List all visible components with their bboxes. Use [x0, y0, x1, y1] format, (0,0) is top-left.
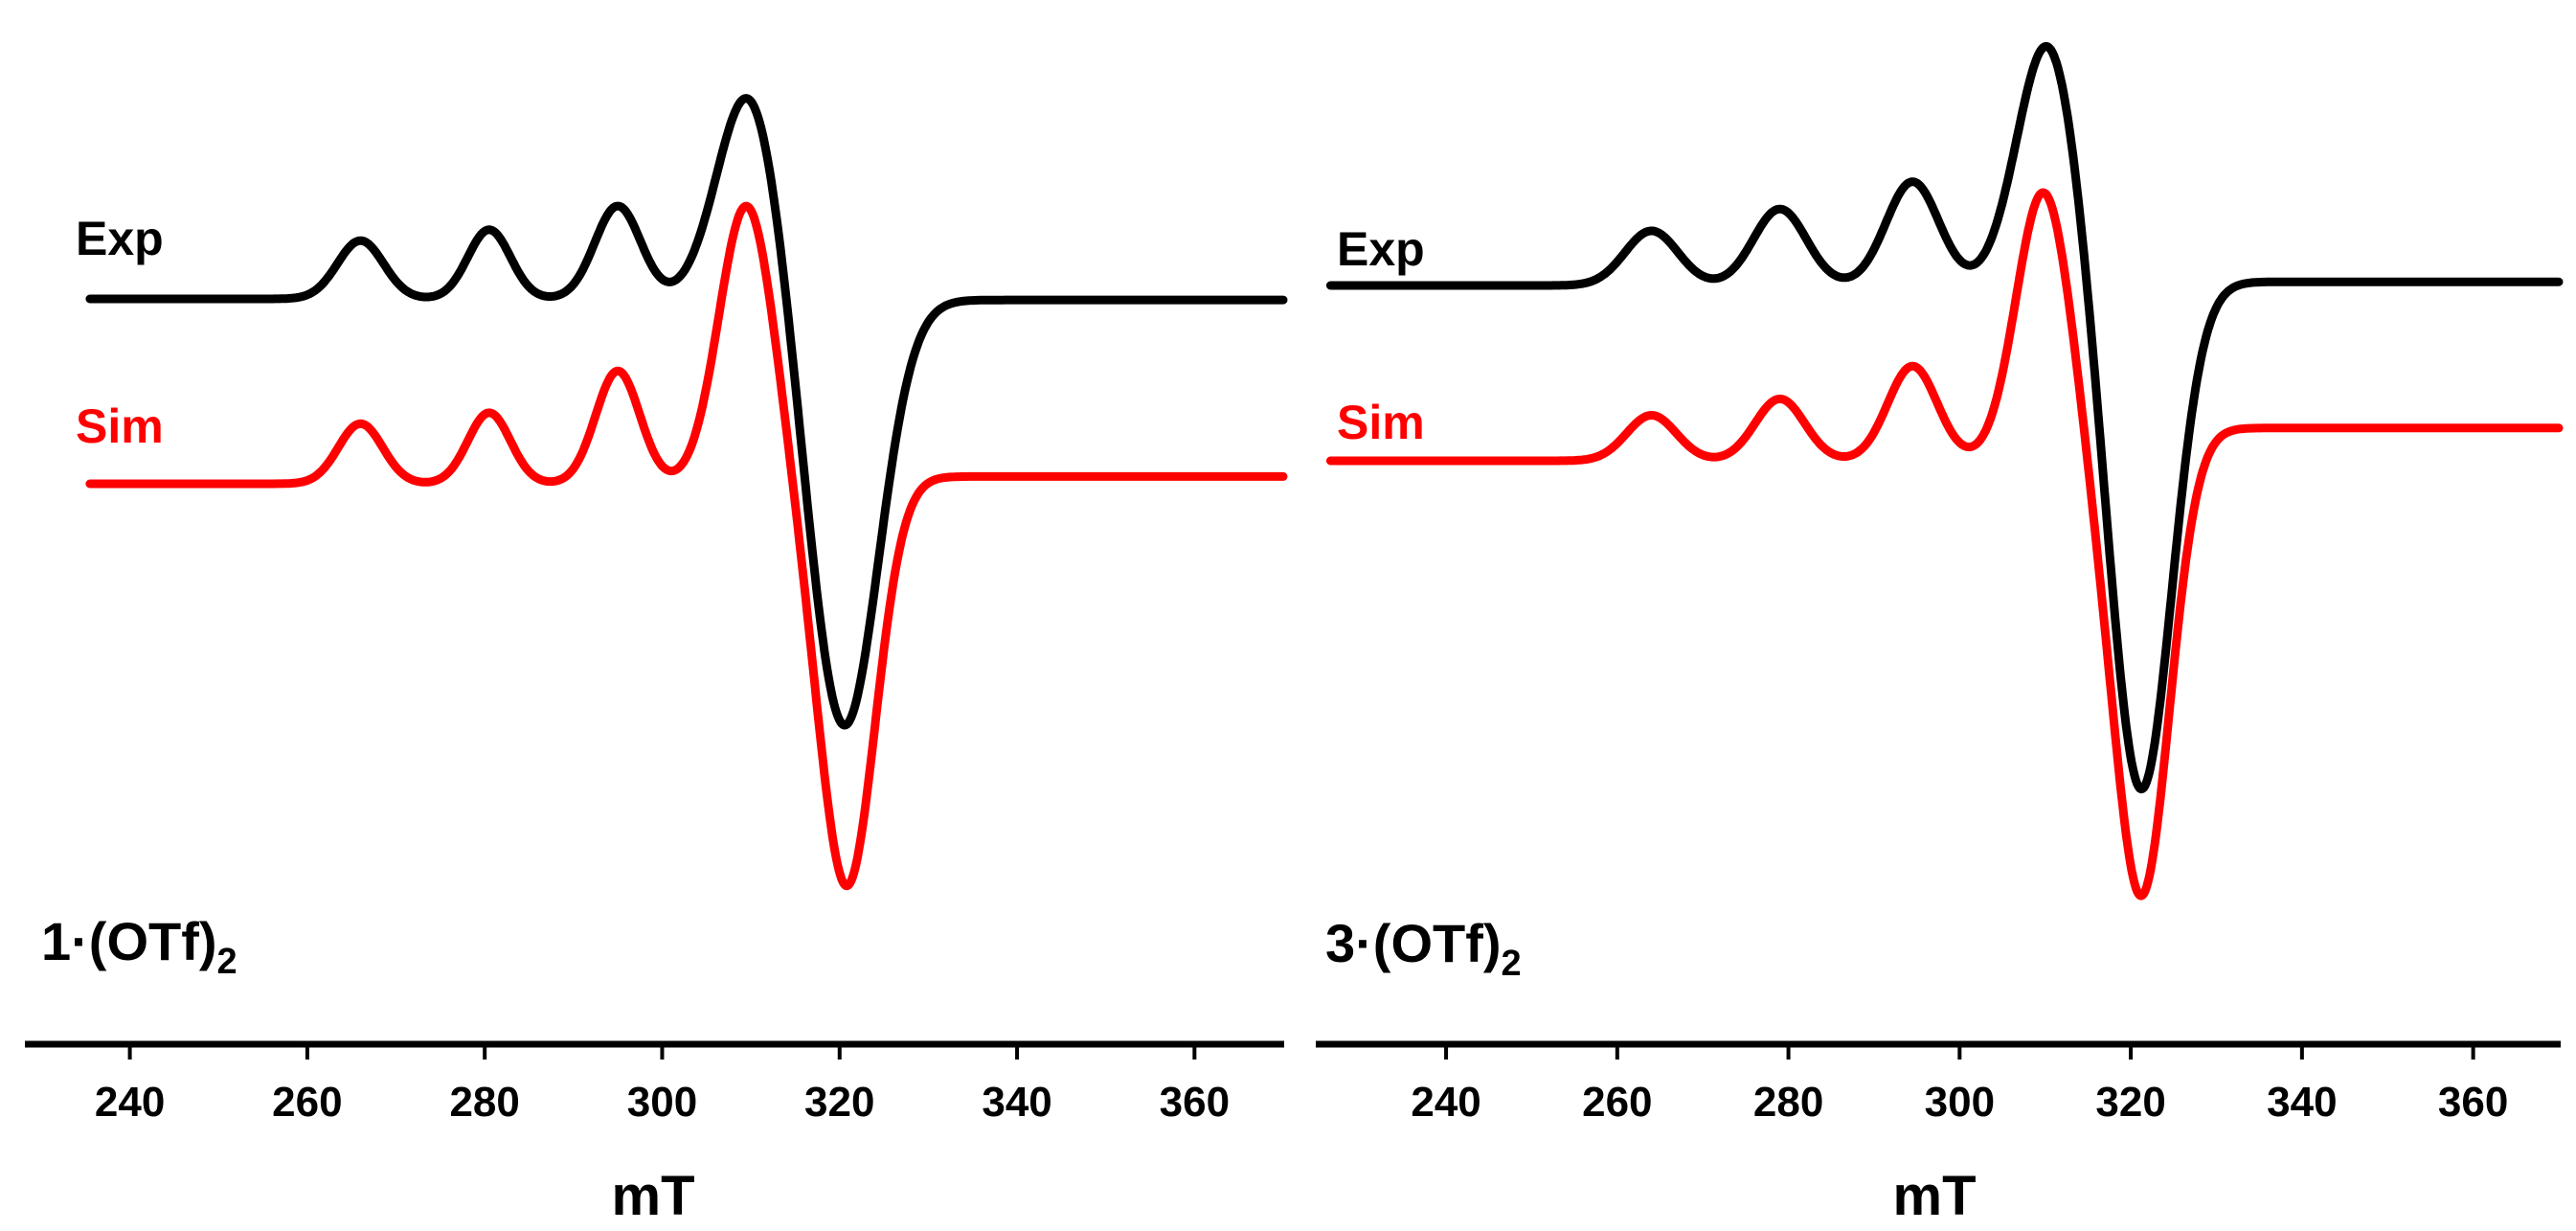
- x-tick-label: 240: [95, 1079, 165, 1126]
- left-panel: 240 260 280 300 320 340 360 mT Exp Sim 1·(OTf)…: [25, 94, 1288, 1227]
- left-traces: [85, 94, 1288, 891]
- right-x-axis-title: mT: [1893, 1165, 1977, 1227]
- x-tick-label: 340: [2267, 1079, 2337, 1126]
- right-panel: 240 260 280 300 320 340 360 mT Exp Sim 3·(OTf)…: [1316, 41, 2564, 1227]
- x-tick-label: 240: [1411, 1079, 1480, 1126]
- x-tick-label: 360: [2438, 1079, 2508, 1126]
- x-tick-label: 280: [449, 1079, 519, 1126]
- x-tick-label: 320: [2095, 1079, 2165, 1126]
- left-x-axis-title: mT: [612, 1165, 695, 1227]
- simulated-trace: [85, 201, 1288, 891]
- x-tick-label: 320: [804, 1079, 874, 1126]
- right-exp-label: Exp: [1337, 222, 1425, 276]
- x-tick-label: 260: [1582, 1079, 1652, 1126]
- x-tick-label: 300: [627, 1079, 697, 1126]
- x-tick-label: 360: [1160, 1079, 1230, 1126]
- x-tick-label: 280: [1753, 1079, 1823, 1126]
- left-compound-subscript: 2: [217, 942, 237, 982]
- x-tick-label: 260: [272, 1079, 342, 1126]
- right-sim-label: Sim: [1337, 396, 1425, 449]
- right-x-ticks: 240 260 280 300 320 340 360: [1411, 1044, 2508, 1126]
- right-compound-subscript: 2: [1502, 944, 1522, 984]
- experimental-trace: [85, 94, 1288, 730]
- x-tick-label: 340: [982, 1079, 1051, 1126]
- right-compound-label: 3·(OTf)2: [1325, 913, 1522, 984]
- left-compound-label: 1·(OTf)2: [41, 911, 237, 982]
- left-x-ticks: 240 260 280 300 320 340 360: [95, 1044, 1230, 1126]
- right-traces: [1325, 41, 2564, 900]
- left-exp-label: Exp: [76, 212, 164, 265]
- left-sim-label: Sim: [76, 399, 164, 453]
- right-compound-main: 3·(OTf): [1325, 913, 1502, 973]
- experimental-trace: [1325, 41, 2564, 794]
- left-compound-main: 1·(OTf): [41, 911, 217, 971]
- x-tick-label: 300: [1925, 1079, 1995, 1126]
- simulated-trace: [1325, 188, 2564, 900]
